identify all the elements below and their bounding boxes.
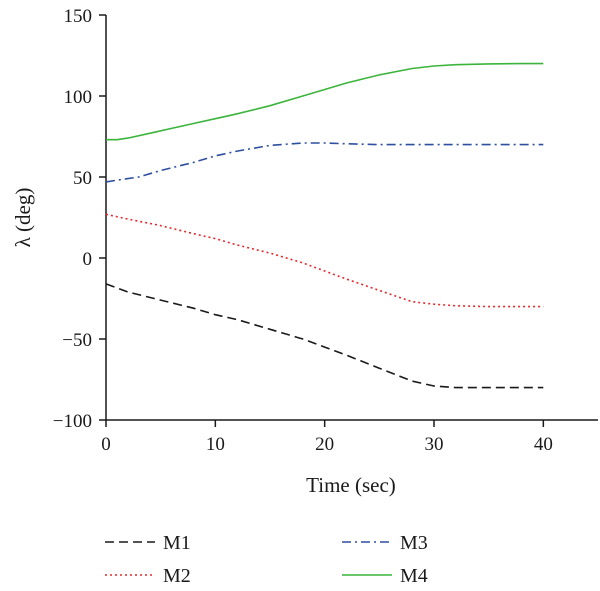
x-tick-label: 40 bbox=[534, 434, 553, 455]
x-axis-label: Time (sec) bbox=[306, 473, 396, 497]
legend: M1 M2 M3 M4 bbox=[105, 532, 428, 587]
y-axis-label: λ (deg) bbox=[11, 188, 35, 248]
y-tick-label: −100 bbox=[53, 411, 92, 432]
series-line-m4 bbox=[106, 62, 544, 141]
x-tick-label: 30 bbox=[425, 434, 444, 455]
x-tick-label: 10 bbox=[206, 434, 225, 455]
tick-labels: 0 10 20 30 40 150 100 50 0 −50 −100 bbox=[53, 6, 553, 455]
y-tick-label: 150 bbox=[64, 6, 93, 27]
series-line-m2 bbox=[105, 213, 544, 308]
series-lines bbox=[105, 62, 544, 389]
legend-label-m2: M2 bbox=[163, 565, 191, 587]
plot-axes bbox=[99, 14, 598, 427]
x-tick-label: 20 bbox=[315, 434, 334, 455]
legend-label-m1: M1 bbox=[163, 532, 191, 554]
y-tick-label: 50 bbox=[73, 168, 92, 189]
y-tick-label: 100 bbox=[64, 87, 93, 108]
y-tick-label: −50 bbox=[62, 330, 92, 351]
y-tick-label: 0 bbox=[83, 249, 93, 270]
series-line-m1 bbox=[105, 283, 544, 389]
x-tick-label: 0 bbox=[101, 434, 111, 455]
series-line-m3 bbox=[105, 142, 544, 183]
legend-label-m4: M4 bbox=[400, 565, 428, 587]
legend-label-m3: M3 bbox=[400, 532, 428, 554]
